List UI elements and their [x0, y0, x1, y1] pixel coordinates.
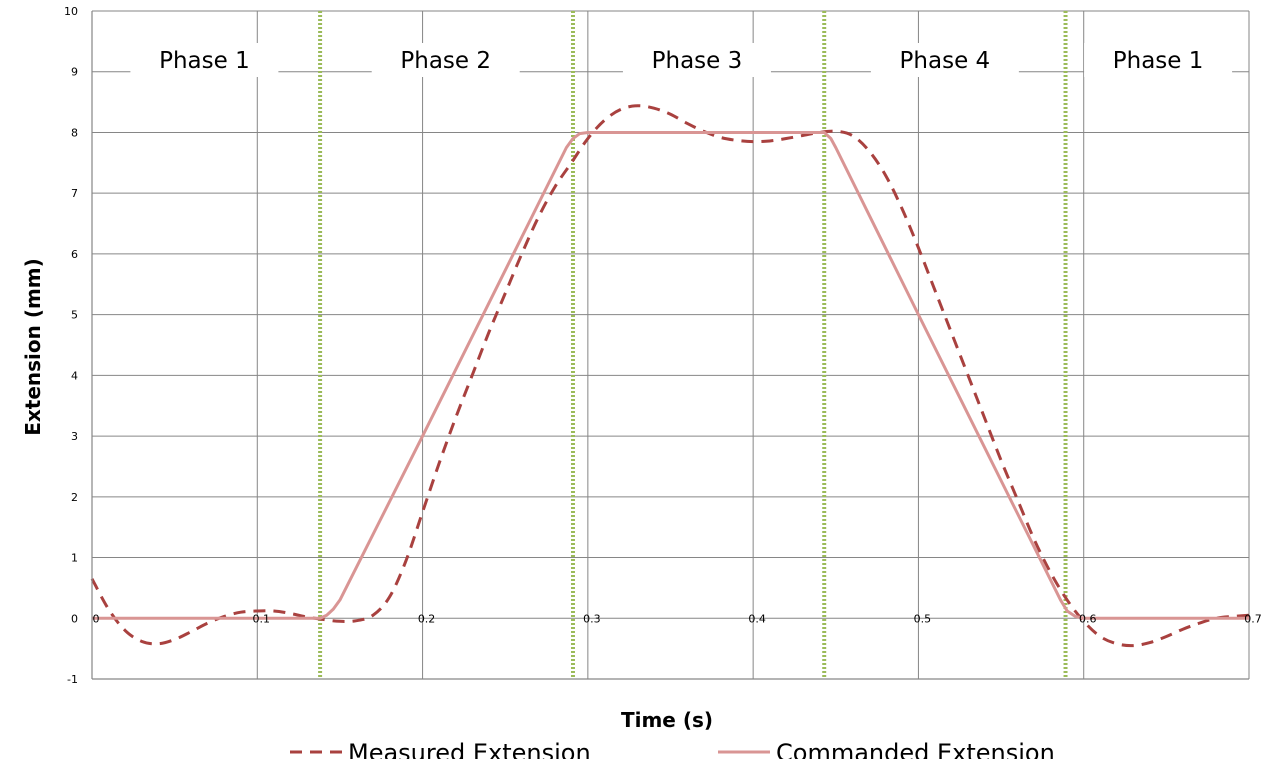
y-tick-label: 1: [71, 552, 78, 565]
x-axis-title: Time (s): [621, 708, 713, 732]
x-tick-label: 0.7: [1244, 612, 1262, 625]
y-tick-label: 2: [71, 491, 78, 504]
legend-label-commanded: Commanded Extension: [776, 739, 1055, 759]
y-tick-label: 7: [71, 187, 78, 200]
measured-extension-line: [90, 104, 1250, 648]
y-axis-title: Extension (mm): [21, 258, 45, 436]
phase-label: Phase 1: [159, 48, 250, 74]
x-tick-label: 0.4: [748, 612, 766, 625]
phase-label-box: [1084, 43, 1233, 77]
y-tick-label: 0: [71, 612, 78, 625]
y-tick-label: 5: [71, 309, 78, 322]
y-tick-label: 9: [71, 66, 78, 79]
phase-label: Phase 3: [652, 48, 743, 74]
commanded-extension-line: [92, 130, 1249, 620]
y-tick-label: 4: [71, 369, 78, 382]
x-tick-label: 0.2: [418, 612, 436, 625]
y-tick-label: -1: [67, 673, 78, 686]
x-tick-label: 0.1: [253, 612, 271, 625]
axes: [91, 11, 1249, 680]
legend: Measured Extension Commanded Extension: [290, 739, 1055, 759]
phase-label-box: [371, 43, 520, 77]
phase-label-box: [870, 43, 1019, 77]
y-tick-label: 3: [71, 430, 78, 443]
phase-label: Phase 4: [900, 48, 991, 74]
phase-label: Phase 1: [1113, 48, 1204, 74]
x-tick-label: 0.6: [1079, 612, 1097, 625]
series-lines: [90, 104, 1250, 648]
phase-label-box: [622, 43, 771, 77]
phase-labels: Phase 1 Phase 2 Phase 3 Phase 4 Phase 1: [130, 43, 1233, 77]
phase-label: Phase 2: [400, 48, 491, 74]
phase-boundaries: [318, 11, 1068, 679]
y-tick-label: 6: [71, 248, 78, 261]
x-tick-label: 0.3: [583, 612, 601, 625]
phase-label-box: [130, 43, 279, 77]
x-tick-label: 0: [93, 612, 100, 625]
y-tick-label: 8: [71, 126, 78, 139]
legend-label-measured: Measured Extension: [348, 739, 591, 759]
x-tick-label: 0.5: [914, 612, 932, 625]
y-tick-label: 10: [64, 5, 78, 18]
tick-labels: -1 0 1 2 3 4 5 6 7 8 9 10 0 0.1 0.2 0.3 0.4 0.5 0.6 0.7: [64, 5, 1262, 686]
